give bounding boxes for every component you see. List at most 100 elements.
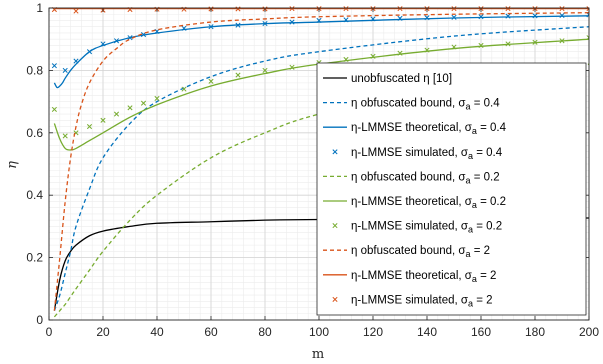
data-point-marker [154,95,160,102]
y-tick-label: 0.8 [26,63,43,77]
x-tick-label: 60 [204,325,218,339]
legend-label: η-LMMSE theoretical, σa = 0.4 [351,122,507,136]
data-point-marker [451,6,457,12]
legend-label-tail: = 2 [473,294,493,306]
legend-label-tail: = 0.2 [471,171,500,183]
x-axis-label: m [312,347,324,362]
data-point-marker [262,21,268,27]
data-point-marker [532,13,538,19]
data-point-marker [235,22,241,28]
y-tick-label: 0.6 [26,126,43,140]
legend-label-main: η obfuscated bound, σ [351,245,466,257]
legend-marker [332,149,338,155]
legend-label-sub: a [466,102,471,112]
data-point-marker [289,19,295,25]
legend-label: η obfuscated bound, σa = 0.4 [351,98,500,112]
legend-label-main: η obfuscated bound, σ [351,98,466,110]
tick-labels: 0 20 40 60 80 100 120 140 160 180 200 0 0.2 0.4 0.6 0.8… [26,1,599,339]
data-point-marker [397,15,403,21]
data-point-marker [559,6,565,12]
data-point-marker [370,53,376,59]
legend-label-main: η-LMMSE theoretical, σ [351,122,472,134]
legend-label-tail: = 0.4 [477,122,507,134]
data-point-marker [343,6,349,12]
data-point-marker [86,124,93,130]
x-tick-label: 100 [309,325,329,339]
legend-label: η-LMMSE simulated, σa = 0.4 [351,147,503,161]
legend-label-sub: a [472,274,477,284]
series-line [53,38,589,151]
data-point-marker [532,39,538,45]
y-tick-label: 1 [36,1,43,15]
data-point-marker [181,25,187,31]
legend-label: unobfuscated η [10] [351,73,452,85]
legend-label-main: unobfuscated η [10] [351,73,452,85]
y-tick-label: 0.2 [26,251,43,265]
data-point-marker [289,64,295,70]
legend-label-main: η obfuscated bound, σ [351,171,466,183]
data-point-marker [262,67,268,73]
legend-label-main: η-LMMSE simulated, σ [351,147,468,159]
axes [48,7,590,321]
data-point-marker [370,16,376,22]
x-tick-label: 160 [471,325,491,339]
legend-label-tail: = 0.2 [473,221,502,233]
data-point-marker [316,17,322,24]
legend-label-sub: a [472,126,477,136]
y-tick-label: 0.4 [26,188,43,202]
data-point-marker [62,67,68,73]
data-point-marker [586,6,589,12]
data-point-marker [235,72,241,78]
legend-label: η-LMMSE theoretical, σa = 2 [351,270,496,284]
data-point-marker [235,6,241,12]
data-point-marker [62,133,68,139]
legend-label-sub: a [466,249,471,259]
legend-label: η-LMMSE simulated, σa = 2 [351,294,493,308]
x-tick-label: 20 [96,325,110,339]
legend-label-tail: = 2 [471,245,491,257]
legend-label: η-LMMSE simulated, σa = 0.2 [351,221,502,235]
x-tick-label: 0 [46,325,53,339]
data-point-marker [113,111,120,117]
legend-label-tail: = 0.2 [477,196,506,208]
data-point-marker [51,63,57,69]
data-point-marker [559,12,565,19]
data-point-marker [289,6,295,12]
data-point-marker [343,56,349,63]
series-line [53,26,589,311]
y-axis-label: η [5,161,20,169]
data-point-marker [451,44,457,50]
data-point-marker [208,24,214,30]
x-tick-label: 180 [525,325,545,339]
data-point-marker [140,100,147,106]
legend-label: η-LMMSE theoretical, σa = 0.2 [351,196,506,210]
data-point-marker [424,15,430,21]
legend-marker [332,223,338,229]
x-tick-label: 200 [579,325,599,339]
data-point-marker [505,13,511,19]
legend-label-tail: = 0.4 [471,98,501,110]
data-point-marker [397,6,403,12]
data-point-marker [127,105,133,111]
data-point-marker [451,14,457,20]
legend-label-main: η-LMMSE simulated, σ [351,294,468,306]
data-point-marker [424,47,430,53]
data-point-marker [127,35,133,41]
data-point-marker [586,12,589,18]
legend-box [316,62,587,316]
series-line [53,12,589,311]
legend-label: η obfuscated bound, σa = 2 [351,245,490,259]
data-point-marker [73,58,79,64]
x-tick-label: 40 [150,325,164,339]
data-point-marker [113,38,120,44]
data-point-marker [559,38,565,44]
data-point-marker [478,14,484,20]
data-point-marker [86,49,93,55]
legend-label-main: η-LMMSE theoretical, σ [351,196,472,208]
series-line [53,15,589,89]
legend-label-sub: a [472,200,477,210]
legend-label-sub: a [468,151,473,161]
data-point-marker [505,41,511,47]
legend-label-main: η-LMMSE simulated, σ [351,221,468,233]
